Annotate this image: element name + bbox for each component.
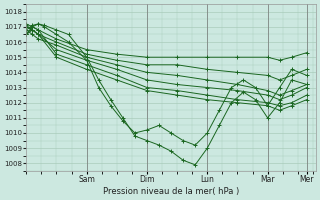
X-axis label: Pression niveau de la mer( hPa ): Pression niveau de la mer( hPa ) [103, 187, 239, 196]
